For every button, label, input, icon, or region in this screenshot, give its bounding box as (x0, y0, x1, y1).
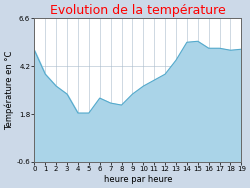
Y-axis label: Température en °C: Température en °C (4, 50, 14, 130)
X-axis label: heure par heure: heure par heure (104, 175, 172, 184)
Title: Evolution de la température: Evolution de la température (50, 4, 226, 17)
